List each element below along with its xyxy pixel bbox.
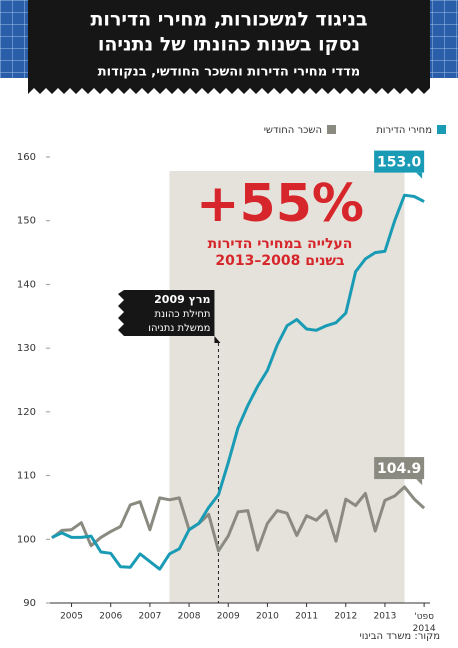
x-tick-label: 2006 [99, 612, 122, 622]
y-tick-label: 150 [17, 216, 36, 227]
source: מקור: משרד הבינוי [360, 631, 440, 642]
annotation-text: בשנים 2008–2013 [215, 253, 344, 269]
x-tick-label: 2013 [373, 612, 396, 622]
end-label-box [374, 150, 425, 173]
y-tick-label: 90 [23, 598, 36, 609]
highlight-band [169, 171, 405, 603]
annotation: +55% [196, 174, 364, 234]
annotation-text: העלייה במחירי הדירות [208, 236, 353, 252]
legend-label: השכר החודשי [264, 125, 322, 136]
y-tick-label: 120 [17, 407, 36, 418]
legend-swatch [437, 125, 446, 134]
x-tick-label: ספט' 2014 [413, 612, 436, 634]
title: בניגוד למשכורות, מחירי הדירות [90, 9, 367, 31]
end-label: 104.9 [377, 461, 421, 477]
legend-swatch [327, 125, 336, 134]
subtitle: מדדי מחירי הדירות והשכר החודשי, בנקודות [98, 65, 360, 80]
x-tick-label: 2005 [60, 612, 83, 622]
y-tick-label: 140 [17, 279, 36, 290]
marker-box [118, 290, 221, 343]
marker-label: מרץ 2009 [154, 293, 210, 306]
end-label: 153.0 [377, 155, 422, 171]
title: נסקו בשנות כהונתו של נתניהו [98, 34, 360, 56]
y-tick-label: 100 [17, 534, 36, 545]
marker-label: ממשלת נתניהו [148, 323, 210, 334]
y-tick-label: 160 [17, 152, 36, 163]
x-tick-label: 2009 [217, 612, 240, 622]
x-tick-label: 2007 [138, 612, 161, 622]
y-tick-label: 110 [17, 471, 36, 482]
x-tick-label: 2011 [295, 612, 318, 622]
x-tick-label: 2012 [334, 612, 357, 622]
legend-label: מחירי הדירות [376, 125, 432, 136]
end-label-pointer [416, 479, 423, 486]
y-tick-label: 130 [17, 343, 36, 354]
end-label-pointer [416, 172, 423, 179]
x-tick-label: 2008 [178, 612, 201, 622]
x-tick-label: 2010 [256, 612, 279, 622]
series-line [51, 485, 426, 553]
series-line [51, 193, 425, 571]
end-label-box [374, 457, 425, 480]
header-banner [28, 0, 430, 94]
marker-label: תחילת כהונת [155, 309, 211, 320]
